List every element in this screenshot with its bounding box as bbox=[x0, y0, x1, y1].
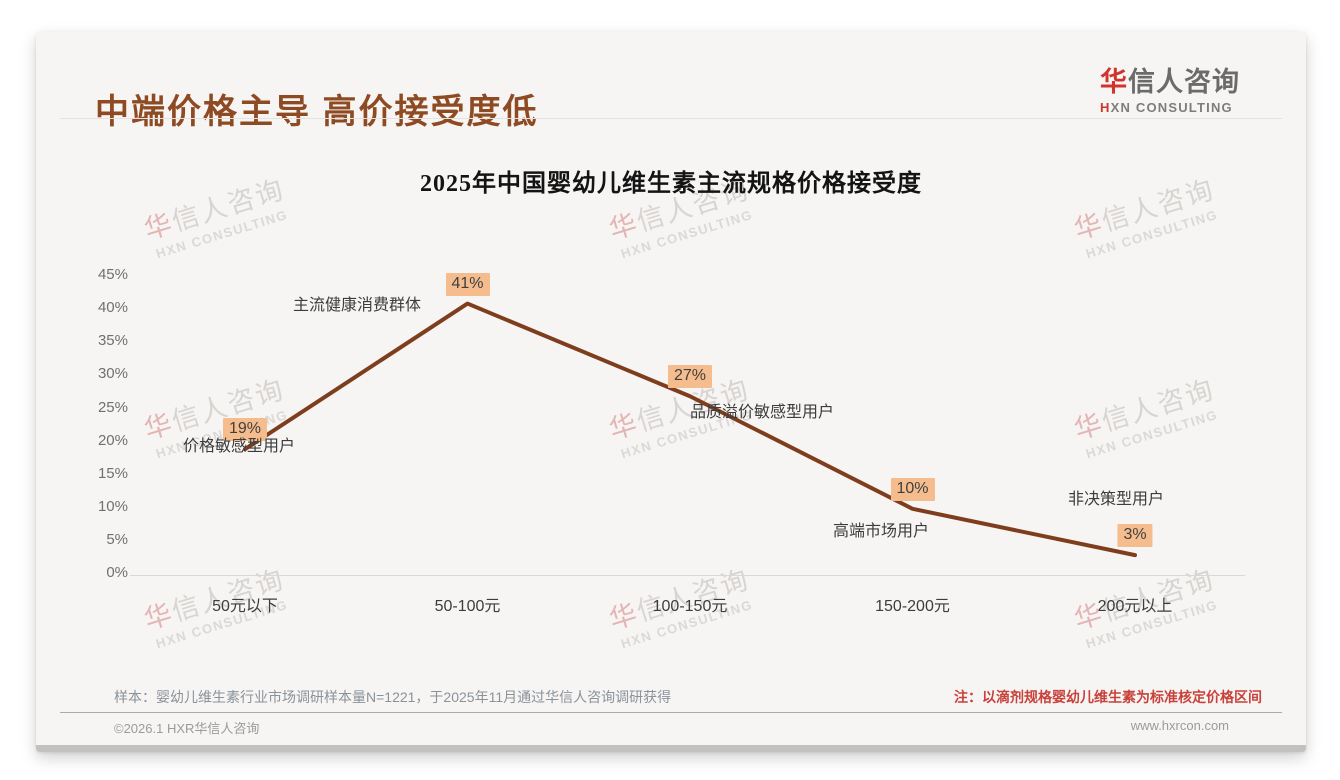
price-basis-note: 注：以滴剂规格婴幼儿维生素为标准核定价格区间 bbox=[954, 689, 1262, 705]
x-category-label: 200元以上 bbox=[1097, 598, 1173, 615]
brand-logo-en-rest: XN CONSULTING bbox=[1110, 100, 1233, 115]
y-tick-label: 25% bbox=[97, 398, 128, 416]
data-value-label: 10% bbox=[890, 477, 935, 501]
page-title: 中端价格主导 高价接受度低 bbox=[95, 93, 539, 131]
chart-canvas bbox=[130, 301, 1245, 576]
series-annotation: 主流健康消费群体 bbox=[293, 297, 422, 314]
series-annotation: 品质溢价敏感型用户 bbox=[690, 404, 835, 421]
data-value-label: 41% bbox=[445, 272, 490, 296]
brand-logo: 华信人咨询 HXN CONSULTING bbox=[1100, 60, 1240, 115]
data-value-label: 19% bbox=[222, 418, 268, 442]
y-tick-label: 5% bbox=[106, 530, 128, 548]
header-divider bbox=[60, 118, 1282, 119]
x-category-label: 50元以下 bbox=[212, 598, 278, 615]
brand-logo-rest-chars: 信人咨询 bbox=[1128, 67, 1240, 97]
line-chart: 0% 5% 10% 15% 20% 25% 30% 35% 40% 45% 50元以下 50-100元… bbox=[36, 32, 1306, 752]
y-tick-label: 15% bbox=[97, 464, 128, 482]
y-tick-label: 20% bbox=[97, 431, 128, 449]
chart-title: 2025年中国婴幼儿维生素主流规格价格接受度 bbox=[420, 171, 922, 197]
brand-logo-accent-char: 华 bbox=[1100, 67, 1128, 97]
report-slide: 华信人咨询 HXN CONSULTING 华信人咨询 HXN CONSULTING 华信… bbox=[36, 32, 1306, 752]
price-acceptance-line bbox=[243, 301, 1137, 558]
footer-divider bbox=[60, 712, 1282, 713]
y-tick-label: 35% bbox=[97, 332, 128, 350]
y-tick-label: 10% bbox=[97, 497, 128, 515]
y-tick-label: 30% bbox=[97, 365, 128, 383]
sample-note: 样本：婴幼儿维生素行业市场调研样本量N=1221，于2025年11月通过华信人咨… bbox=[114, 689, 672, 705]
copyright-text: ©2026.1 HXR华信人咨询 bbox=[114, 721, 260, 736]
bottom-accent-bar bbox=[36, 745, 1306, 752]
x-category-label: 50-100元 bbox=[434, 598, 501, 615]
brand-logo-chinese: 华信人咨询 bbox=[1100, 60, 1240, 99]
series-annotation: 非决策型用户 bbox=[1068, 491, 1165, 508]
series-annotation: 价格敏感型用户 bbox=[183, 438, 296, 455]
data-value-label: 3% bbox=[1117, 524, 1153, 548]
brand-logo-en-accent: H bbox=[1100, 100, 1111, 115]
y-tick-label: 40% bbox=[97, 299, 128, 317]
x-category-label: 100-150元 bbox=[652, 598, 728, 615]
series-annotation: 高端市场用户 bbox=[833, 523, 930, 540]
brand-logo-english: HXN CONSULTING bbox=[1100, 100, 1240, 115]
y-tick-label: 45% bbox=[97, 266, 128, 284]
y-tick-label: 0% bbox=[106, 564, 128, 581]
data-value-label: 27% bbox=[667, 365, 713, 389]
website-text: www.hxrcon.com bbox=[1130, 718, 1229, 733]
x-category-label: 150-200元 bbox=[875, 598, 950, 615]
